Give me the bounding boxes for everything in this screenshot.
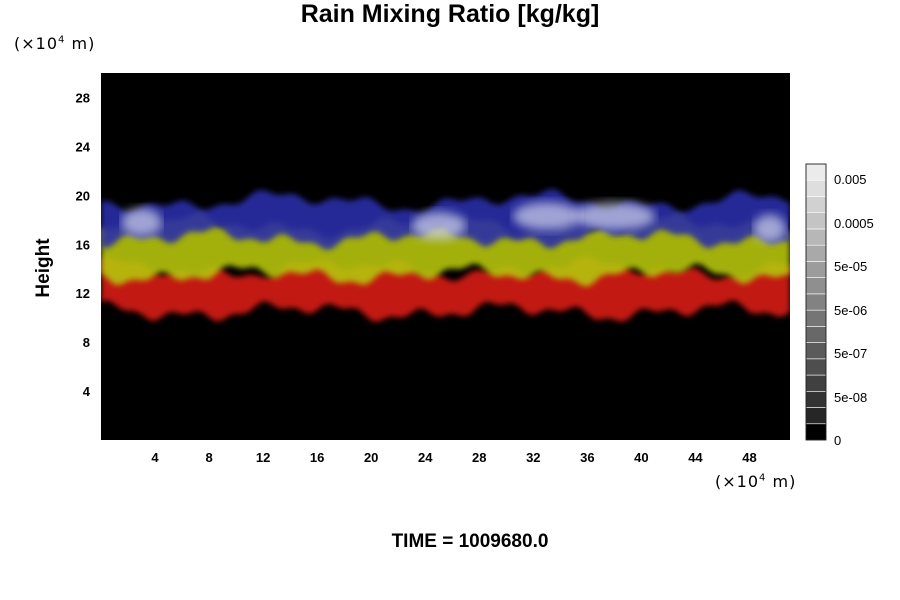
colorbar: 0.005 0.0005 5e-05 5e-06 5e-07 5e-08 0 [805,163,874,448]
colorbar-swatch-9 [805,293,827,311]
y-tick-12: 12 [76,286,90,301]
colorbar-label-4: 5e-06 [834,303,867,318]
x-tick-20: 20 [364,450,378,465]
y-tick-28: 28 [76,90,90,105]
x-tick-40: 40 [634,450,648,465]
x-tick-36: 36 [580,450,594,465]
colorbar-swatch-14 [805,212,827,230]
y-axis-unit: (×104 m) [14,34,96,53]
colorbar-swatch-2 [805,407,827,425]
colorbar-swatch-3 [805,390,827,408]
x-tick-8: 8 [205,450,212,465]
highlight-5 [753,214,786,243]
highlight-1 [121,208,162,237]
colorbar-swatch-13 [805,228,827,246]
colorbar-frame [805,163,827,441]
colorbar-label-6: 5e-08 [834,390,867,405]
colorbar-label-5: 5e-07 [834,346,867,361]
chart-title: Rain Mixing Ratio [kg/kg] [300,0,600,28]
colorbar-swatch-4 [805,374,827,392]
colorbar-swatch-6 [805,342,827,360]
highlight-4 [573,202,655,231]
x-ticks: 4 8 12 16 20 24 28 32 36 40 44 48 [151,450,756,465]
colorbar-label-7: 0 [834,433,841,448]
y-ticks: 4 8 12 16 20 24 28 [76,90,91,399]
y-tick-20: 20 [76,188,90,203]
y-tick-8: 8 [83,335,90,350]
x-tick-16: 16 [310,450,324,465]
colorbar-swatch-15 [805,196,827,214]
colorbar-swatch-11 [805,261,827,278]
y-tick-4: 4 [83,384,91,399]
colorbar-swatch-10 [805,277,827,295]
y-tick-24: 24 [76,139,91,154]
x-tick-32: 32 [526,450,540,465]
colorbar-swatch-8 [805,309,827,327]
x-tick-48: 48 [742,450,756,465]
colorbar-swatch-7 [805,326,827,343]
colorbar-swatch-1 [805,423,827,441]
time-label: TIME = 1009680.0 [391,531,549,552]
colorbar-label-3: 5e-05 [834,259,867,274]
highlight-2 [411,211,466,240]
y-tick-16: 16 [76,237,90,252]
highlight-3 [513,202,581,231]
colorbar-label-2: 0.0005 [834,216,874,231]
x-tick-12: 12 [256,450,270,465]
colorbar-swatch-12 [805,244,827,262]
colorbar-swatch-16 [805,179,827,197]
x-tick-4: 4 [151,450,159,465]
x-axis-unit: (×104 m) [715,472,797,491]
x-tick-28: 28 [472,450,486,465]
colorbar-swatch-5 [805,358,827,376]
colorbar-swatch-17 [805,163,827,181]
data-bands [101,188,790,322]
x-tick-44: 44 [688,450,703,465]
x-tick-24: 24 [418,450,433,465]
colorbar-label-1: 0.005 [834,172,867,187]
